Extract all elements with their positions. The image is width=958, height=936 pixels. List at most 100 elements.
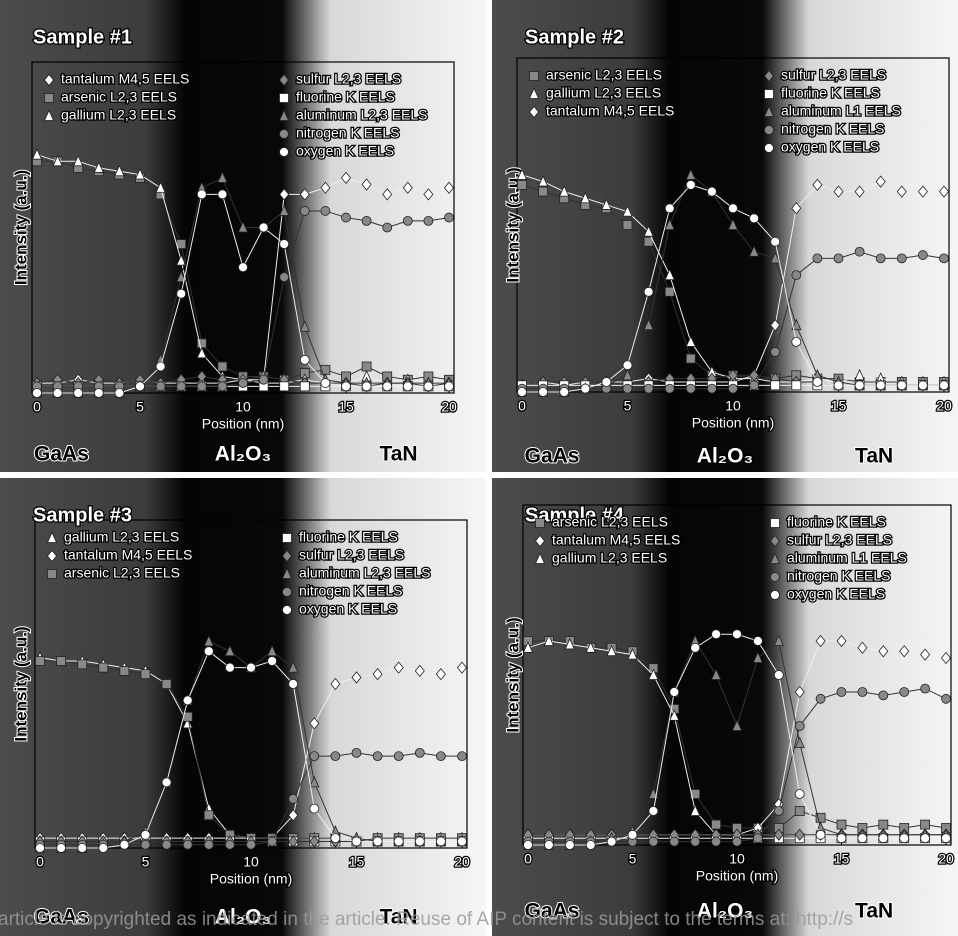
legend-marker bbox=[282, 587, 292, 597]
region-label: TaN bbox=[379, 443, 417, 466]
x-tick-label: 20 bbox=[936, 398, 952, 414]
data-point bbox=[361, 215, 372, 226]
data-point bbox=[538, 387, 548, 397]
data-point bbox=[941, 833, 951, 844]
x-tick-label: 10 bbox=[243, 854, 259, 870]
data-point bbox=[791, 318, 802, 331]
data-point bbox=[538, 186, 548, 197]
x-axis-label: Position (nm) bbox=[210, 871, 292, 887]
data-point bbox=[258, 374, 269, 385]
data-point bbox=[73, 154, 84, 167]
x-tick-label: 15 bbox=[834, 851, 850, 867]
x-tick-label: 0 bbox=[33, 399, 41, 415]
data-point bbox=[728, 383, 738, 394]
data-point bbox=[664, 286, 675, 297]
legend-label: gallium L2,3 EELS bbox=[61, 107, 176, 123]
data-point bbox=[773, 634, 784, 646]
data-point bbox=[710, 668, 722, 680]
data-point bbox=[516, 168, 528, 180]
data-point bbox=[836, 833, 847, 844]
data-point bbox=[457, 751, 467, 762]
legend-marker bbox=[47, 569, 57, 579]
data-point bbox=[98, 662, 109, 673]
x-tick-label: 0 bbox=[518, 398, 526, 414]
region-label: GaAs bbox=[34, 906, 89, 929]
x-tick-label: 10 bbox=[725, 398, 741, 414]
data-point bbox=[176, 288, 187, 299]
data-point bbox=[402, 215, 413, 226]
data-point bbox=[393, 661, 404, 674]
legend-label: tantalum M4,5 EELS bbox=[64, 547, 192, 563]
data-point bbox=[854, 185, 865, 198]
region-label: Al₂O₃ bbox=[215, 906, 271, 929]
data-point bbox=[361, 361, 372, 372]
data-point bbox=[791, 270, 802, 281]
data-point bbox=[939, 380, 949, 391]
data-point bbox=[203, 810, 214, 821]
x-axis-label: Position (nm) bbox=[202, 416, 284, 432]
legend-label: nitrogen K EELS bbox=[787, 568, 891, 584]
data-point bbox=[52, 388, 63, 398]
legend-label: tantalum M4,5 EELS bbox=[552, 532, 680, 548]
data-point bbox=[648, 668, 659, 680]
data-point bbox=[878, 645, 889, 658]
legend-label: oxygen K EELS bbox=[781, 139, 879, 155]
data-point bbox=[320, 206, 331, 216]
data-point bbox=[31, 148, 43, 160]
data-point bbox=[920, 819, 930, 830]
legend-marker bbox=[763, 105, 775, 117]
data-point bbox=[836, 687, 847, 697]
data-point bbox=[382, 188, 393, 201]
data-point bbox=[288, 835, 299, 848]
x-tick-label: 0 bbox=[36, 854, 44, 870]
data-point bbox=[309, 717, 320, 730]
data-point bbox=[351, 671, 362, 684]
x-tick-label: 5 bbox=[624, 398, 632, 414]
legend-label: nitrogen K EELS bbox=[296, 125, 400, 141]
legend-label: aluminum L1 EELS bbox=[781, 103, 901, 119]
data-point bbox=[854, 380, 865, 391]
data-point bbox=[791, 336, 802, 347]
x-tick-label: 20 bbox=[454, 854, 470, 870]
data-point bbox=[372, 836, 383, 847]
data-point bbox=[918, 250, 928, 260]
data-point bbox=[266, 644, 278, 657]
legend-label: arsenic L2,3 EELS bbox=[552, 514, 668, 530]
data-point bbox=[664, 203, 675, 214]
data-point bbox=[114, 164, 125, 177]
data-point bbox=[320, 378, 331, 388]
data-point bbox=[601, 377, 612, 387]
data-point bbox=[414, 664, 425, 678]
data-point bbox=[753, 636, 763, 646]
data-point bbox=[309, 835, 320, 848]
data-point bbox=[517, 387, 527, 397]
data-point bbox=[564, 840, 575, 850]
data-point bbox=[93, 161, 104, 173]
data-point bbox=[176, 239, 187, 249]
legend-marker bbox=[769, 534, 781, 548]
legend-label: fluorine K EELS bbox=[787, 514, 886, 530]
data-point bbox=[299, 320, 310, 332]
data-point bbox=[140, 839, 151, 850]
data-point bbox=[918, 380, 928, 391]
panel-title: Sample #1 bbox=[33, 26, 132, 48]
data-point bbox=[878, 819, 889, 830]
x-tick-label: 0 bbox=[524, 851, 532, 867]
data-point bbox=[196, 189, 207, 200]
data-point bbox=[732, 836, 742, 847]
legend-marker bbox=[46, 531, 58, 543]
data-point bbox=[854, 246, 865, 257]
data-point bbox=[288, 809, 299, 822]
data-point bbox=[161, 679, 172, 689]
data-point bbox=[794, 721, 805, 731]
data-point bbox=[707, 383, 717, 394]
panel-background bbox=[0, 478, 486, 936]
data-point bbox=[875, 380, 886, 391]
data-point bbox=[52, 154, 63, 167]
data-point bbox=[176, 254, 187, 266]
data-point bbox=[279, 204, 290, 216]
data-point bbox=[155, 361, 166, 372]
data-point bbox=[309, 751, 320, 762]
data-point bbox=[770, 236, 781, 247]
